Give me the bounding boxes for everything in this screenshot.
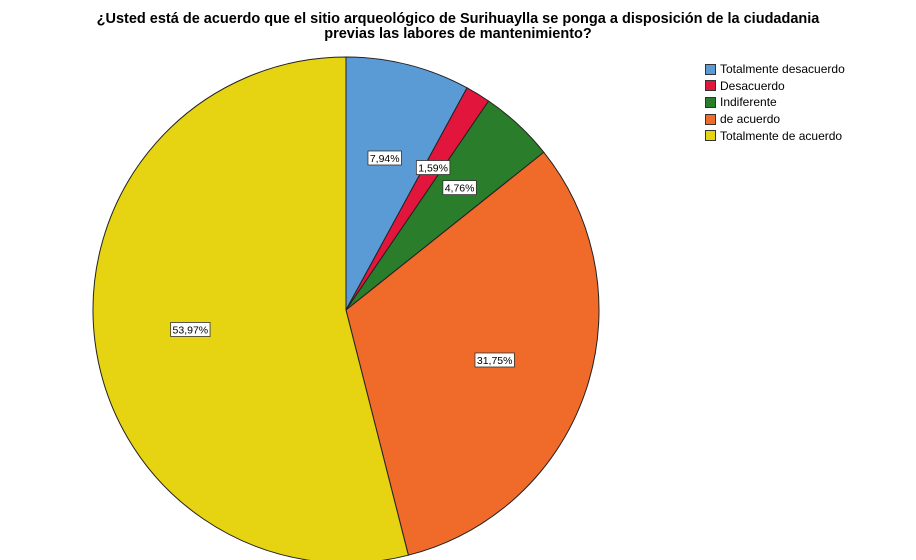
data-label-3: 31,75% xyxy=(474,352,515,368)
legend-item-3: de acuerdo xyxy=(705,111,845,128)
legend-item-1: Desacuerdo xyxy=(705,78,845,95)
legend-item-4: Totalmente de acuerdo xyxy=(705,127,845,144)
data-label-box-3 xyxy=(474,352,515,368)
data-label-text-0: 7,94% xyxy=(370,153,400,165)
chart-title: ¿Usted está de acuerdo que el sitio arqu… xyxy=(0,12,916,42)
pie-slice-0 xyxy=(345,56,468,311)
data-label-2: 4,76% xyxy=(442,180,477,196)
chart-legend: Totalmente desacuerdo Desacuerdo Indiferen… xyxy=(705,61,845,144)
legend-item-2: Indiferente xyxy=(705,94,845,111)
pie-slice-3 xyxy=(345,151,600,556)
data-label-text-3: 31,75% xyxy=(477,355,513,367)
data-label-1: 1,59% xyxy=(415,160,451,175)
data-label-box-2 xyxy=(442,180,477,196)
data-label-text-1: 1,59% xyxy=(418,163,448,175)
data-label-text-4: 53,97% xyxy=(173,324,209,336)
legend-label-0: Totalmente desacuerdo xyxy=(720,62,845,77)
pie-slice-4 xyxy=(92,56,409,560)
legend-label-3: de acuerdo xyxy=(720,112,781,127)
legend-swatch-0 xyxy=(705,63,716,75)
chart-title-line-2: previas las labores de mantenimiento? xyxy=(324,26,592,42)
legend-label-2: Indiferente xyxy=(720,95,777,110)
data-label-0: 7,94% xyxy=(367,150,402,166)
legend-swatch-2 xyxy=(705,96,716,108)
data-label-box-1 xyxy=(415,160,451,175)
legend-item-0: Totalmente desacuerdo xyxy=(705,61,845,78)
data-label-text-2: 4,76% xyxy=(445,183,475,195)
legend-label-4: Totalmente de acuerdo xyxy=(720,128,843,143)
legend-swatch-3 xyxy=(705,113,716,125)
data-label-box-0 xyxy=(367,150,402,166)
legend-swatch-1 xyxy=(705,80,716,92)
legend-label-1: Desacuerdo xyxy=(720,78,785,93)
data-label-4: 53,97% xyxy=(170,322,211,337)
legend-swatch-4 xyxy=(705,130,716,142)
data-label-box-4 xyxy=(170,322,211,337)
chart-title-line-1: ¿Usted está de acuerdo que el sitio arqu… xyxy=(96,11,820,27)
